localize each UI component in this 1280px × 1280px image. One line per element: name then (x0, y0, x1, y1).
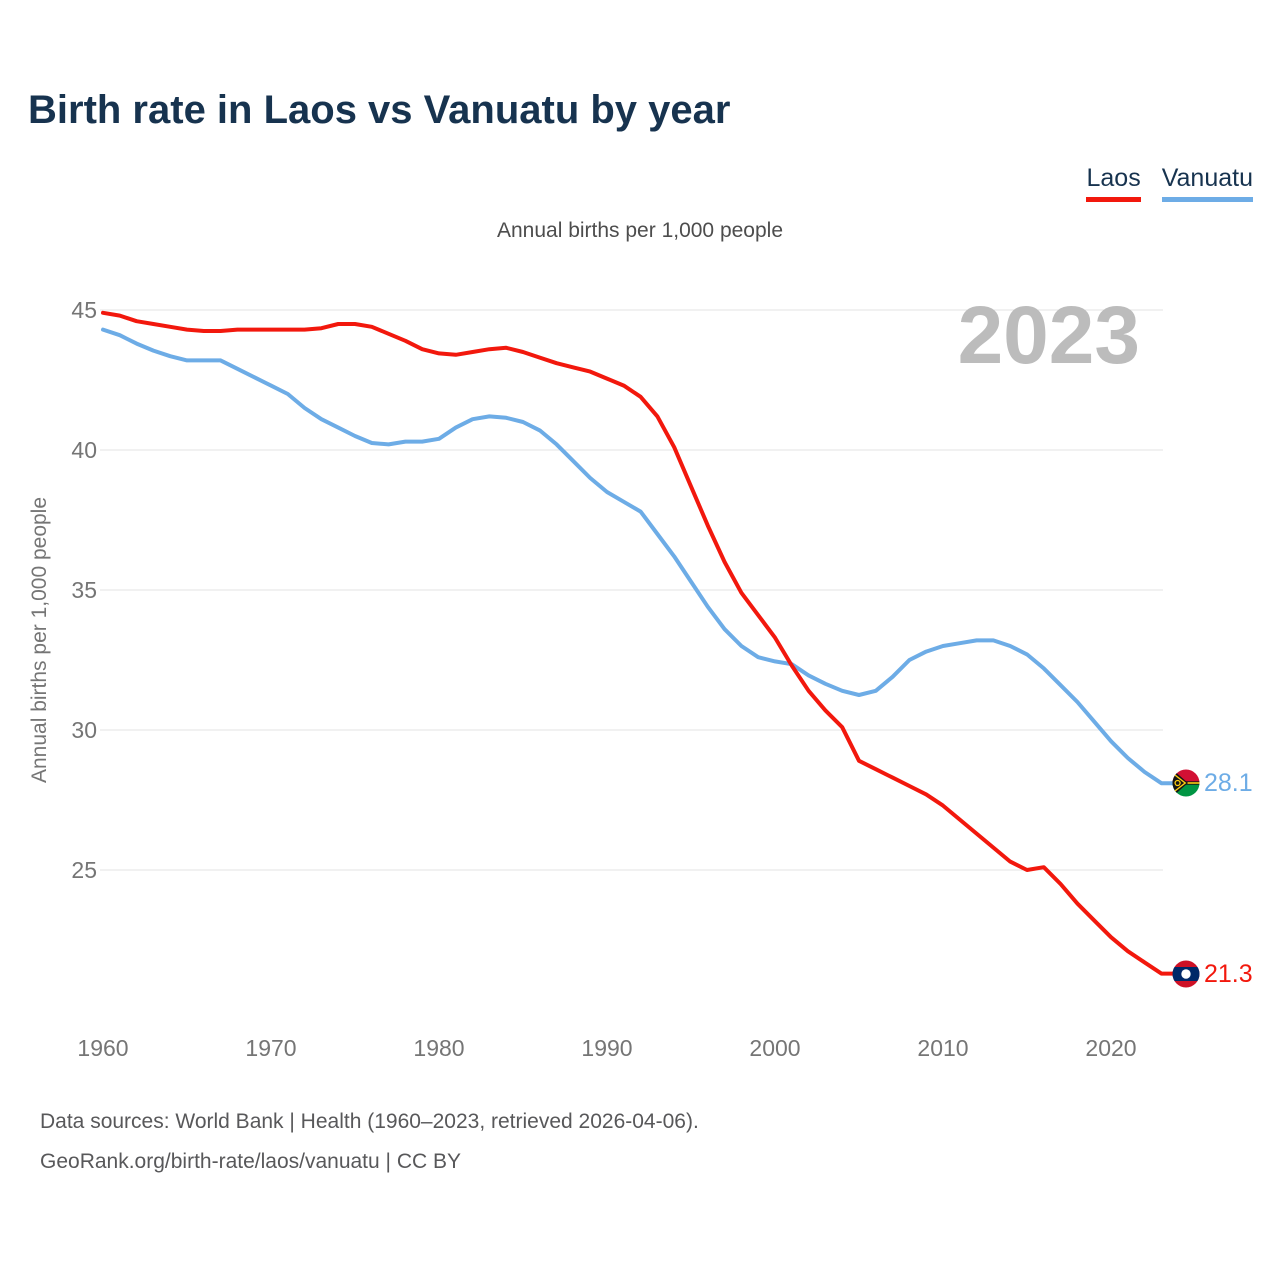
series-line-vanuatu[interactable] (101, 327, 1179, 786)
x-tick-label-1990: 1990 (581, 1035, 632, 1061)
y-axis-title: Annual births per 1,000 people (28, 497, 51, 783)
legend-item-laos-label: Laos (1086, 164, 1141, 192)
footer-source-line: Data sources: World Bank | Health (1960–… (40, 1110, 699, 1133)
y-tick-label-45: 45 (71, 297, 97, 323)
vanuatu-flag-icon[interactable] (1172, 769, 1200, 797)
x-tick-label-2020: 2020 (1085, 1035, 1136, 1061)
legend-item-vanuatu[interactable]: Vanuatu (1161, 164, 1253, 202)
x-tick-label-1980: 1980 (413, 1035, 464, 1061)
footer-source-note: Data sources: World Bank | Health (1960–… (40, 1102, 699, 1182)
x-tick-label-2010: 2010 (917, 1035, 968, 1061)
end-value-label-laos: 21.3 (1204, 959, 1253, 988)
y-tick-label-40: 40 (71, 437, 97, 463)
laos-flag-icon[interactable] (1172, 960, 1200, 988)
watermark-year: 2023 (958, 290, 1140, 381)
vanuatu-flag-art (1172, 769, 1200, 797)
legend: Laos Vanuatu (1086, 164, 1253, 202)
y-tick-label-25: 25 (71, 857, 97, 883)
legend-item-laos[interactable]: Laos (1086, 164, 1141, 202)
x-tick-label-1960: 1960 (77, 1035, 128, 1061)
x-tick-label-1970: 1970 (245, 1035, 296, 1061)
end-value-label-vanuatu: 28.1 (1204, 769, 1253, 798)
laos-flag-art (1172, 960, 1200, 988)
x-tick-label-2000: 2000 (749, 1035, 800, 1061)
chart-subtitle: Annual births per 1,000 people (496, 219, 784, 242)
chart-canvas[interactable]: 2023 25 30 35 40 45 1960 1970 1980 1990 2000 2010 20… (0, 260, 1280, 1080)
y-tick-label-35: 35 (71, 577, 97, 603)
legend-item-vanuatu-label: Vanuatu (1161, 164, 1253, 192)
footer-url-line: GeoRank.org/birth-rate/laos/vanuatu | CC… (40, 1150, 461, 1173)
y-tick-label-30: 30 (71, 717, 97, 743)
page-title: Birth rate in Laos vs Vanuatu by year (28, 88, 731, 132)
series-line-laos[interactable] (101, 310, 1179, 976)
